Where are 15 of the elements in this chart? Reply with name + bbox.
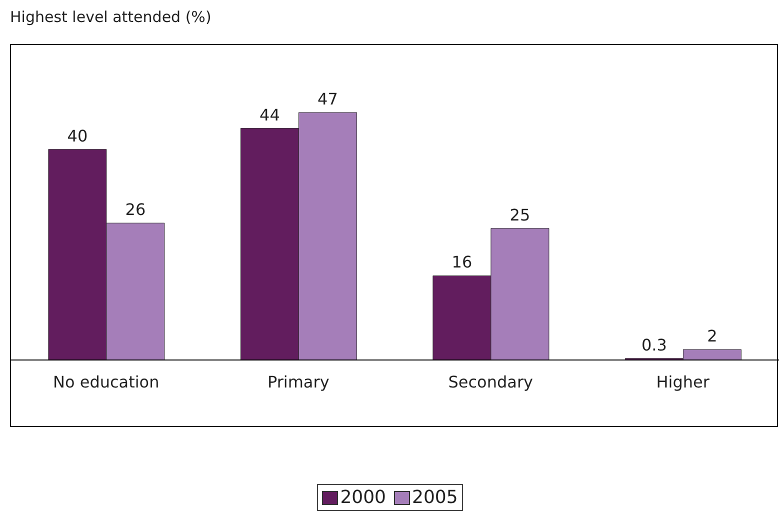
x-tick-label: No education (53, 372, 160, 392)
y-axis-title: Highest level attended (%) (10, 8, 212, 26)
x-tick-label: Higher (656, 372, 710, 392)
x-tick-label: Secondary (448, 372, 533, 392)
data-label: 26 (125, 200, 146, 220)
legend-label: 2000 (339, 487, 386, 508)
data-label: 0.3 (641, 335, 667, 354)
data-label: 44 (260, 105, 280, 124)
data-label: 25 (510, 205, 530, 224)
legend-label: 2005 (411, 487, 458, 508)
data-label: 16 (452, 252, 472, 272)
data-label: 40 (67, 126, 88, 146)
data-label: 2 (707, 326, 718, 346)
data-label: 47 (318, 89, 338, 108)
x-tick-label: Primary (267, 372, 330, 392)
